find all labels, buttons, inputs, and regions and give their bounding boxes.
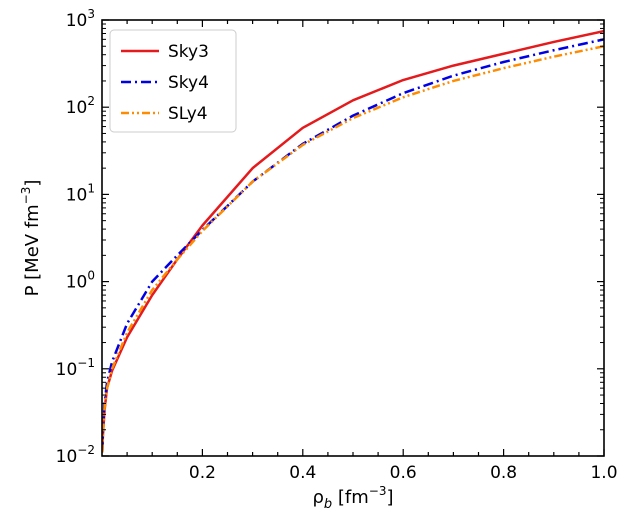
x-tick-label: 0.2 bbox=[189, 463, 216, 483]
y-tick-label: 100 bbox=[66, 269, 95, 293]
x-tick-label: 0.4 bbox=[289, 463, 316, 483]
x-axis-label-unit-end: ] bbox=[387, 487, 394, 508]
legend-label-sky3: Sky3 bbox=[168, 42, 209, 62]
legend-label-sly4: SLy4 bbox=[168, 104, 208, 124]
y-tick-label: 102 bbox=[66, 94, 95, 118]
x-axis-label-unit: [fm bbox=[332, 487, 369, 508]
y-tick-label: 103 bbox=[66, 7, 95, 31]
legend: Sky3 Sky4 SLy4 bbox=[109, 29, 237, 133]
y-tick-label: 101 bbox=[66, 181, 95, 205]
y-axis-label-exponent: −3 bbox=[19, 187, 33, 205]
legend-box bbox=[109, 29, 237, 133]
series-lines bbox=[102, 29, 604, 453]
y-axis-label: P [MeV fm−3] bbox=[19, 180, 43, 297]
x-axis-label-subscript: b bbox=[324, 497, 332, 512]
x-tick-label: 0.8 bbox=[490, 463, 517, 483]
legend-label-sky4: Sky4 bbox=[168, 73, 209, 93]
x-axis-label-unit-exponent: −3 bbox=[369, 484, 387, 498]
y-tick-label: 10−2 bbox=[56, 443, 95, 467]
x-axis-ticks: 0.2 0.4 0.6 0.8 1.0 bbox=[126, 20, 618, 483]
x-axis-label-symbol: ρ bbox=[312, 487, 323, 508]
y-axis-label-text: P [MeV fm bbox=[22, 204, 43, 296]
y-axis-ticks: 10−2 10−1 100 101 102 103 bbox=[56, 7, 604, 467]
series-line-sky3 bbox=[102, 29, 604, 453]
y-axis-label-end: ] bbox=[22, 180, 43, 187]
x-axis-label: ρb [fm−3] bbox=[312, 484, 393, 512]
x-tick-label: 0.6 bbox=[390, 463, 417, 483]
x-tick-label: 1.0 bbox=[590, 463, 617, 483]
y-tick-label: 10−1 bbox=[56, 356, 95, 380]
